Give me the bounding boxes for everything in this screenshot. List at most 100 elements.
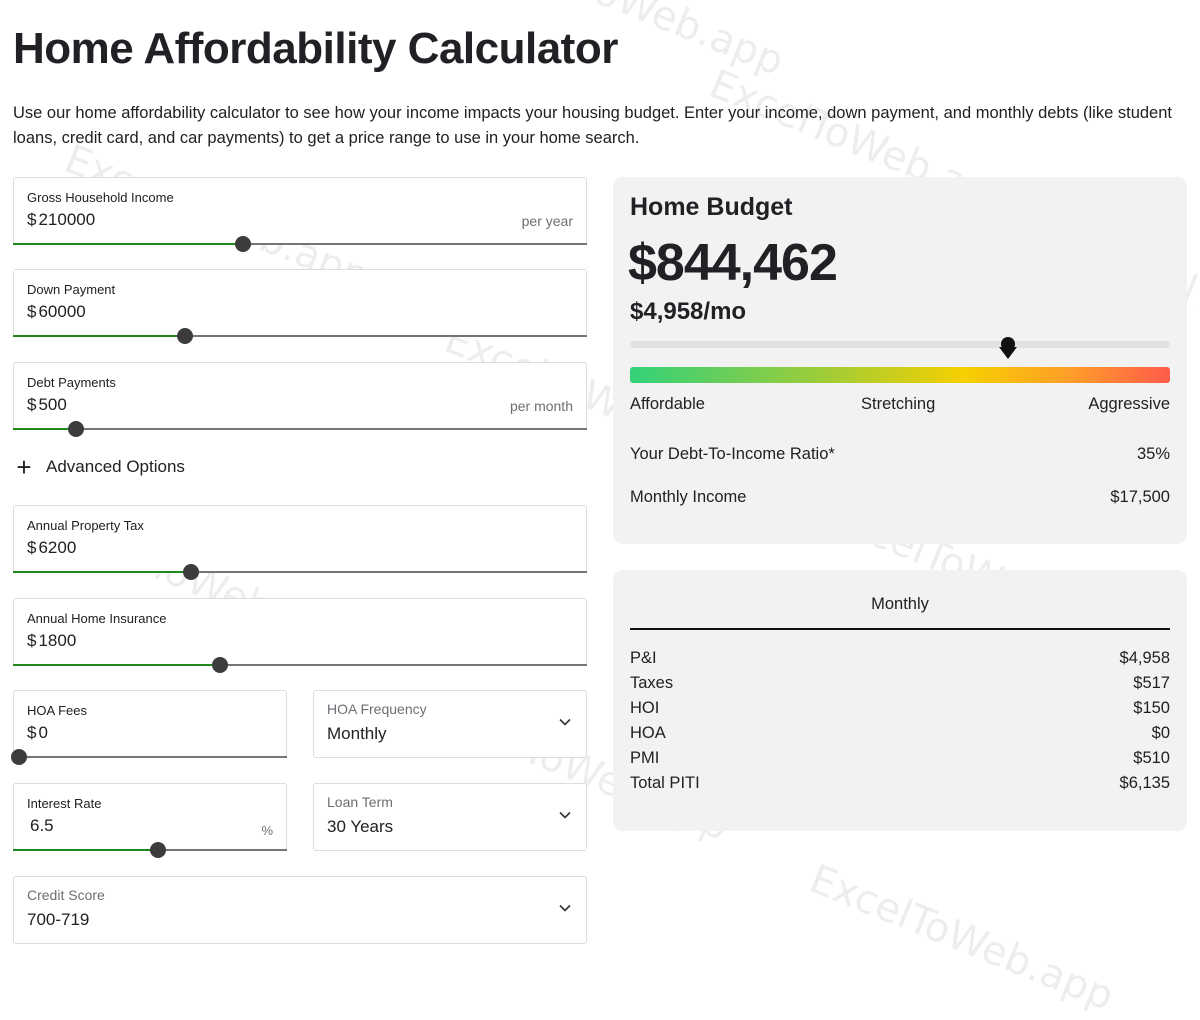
home-insurance-slider[interactable] — [13, 657, 587, 673]
down-payment-input[interactable]: 60000 — [38, 302, 86, 321]
table-row: P&I $4,958 — [630, 649, 1170, 674]
loan-term-label: Loan Term — [327, 794, 393, 810]
credit-score-select[interactable]: Credit Score 700-719 — [13, 876, 587, 944]
monthly-income-label: Monthly Income — [630, 488, 747, 506]
slider-fill — [13, 428, 77, 430]
table-row: PMI $510 — [630, 749, 1170, 774]
slider-thumb[interactable] — [68, 421, 85, 437]
slider-fill — [13, 664, 220, 666]
slider-thumb[interactable] — [177, 328, 194, 344]
row-value: $6,135 — [1119, 774, 1170, 792]
advanced-options-label: Advanced Options — [46, 457, 185, 476]
currency-symbol: $ — [27, 538, 37, 557]
row-label: P&I — [630, 649, 657, 667]
dti-label: Your Debt-To-Income Ratio* — [630, 445, 835, 463]
divider — [630, 628, 1170, 630]
down-payment-label: Down Payment — [27, 282, 116, 297]
plus-icon: + — [16, 452, 32, 482]
row-label: HOI — [630, 699, 660, 717]
currency-symbol: $ — [27, 395, 37, 414]
slider-fill — [13, 849, 159, 851]
credit-score-value: 700-719 — [27, 910, 90, 929]
table-row: HOA $0 — [630, 724, 1170, 749]
interest-rate-field[interactable]: Interest Rate 6.5 % — [13, 783, 287, 858]
table-row: Taxes $517 — [630, 674, 1170, 699]
slider-thumb[interactable] — [211, 657, 228, 673]
slider-thumb[interactable] — [182, 564, 199, 580]
loan-term-select[interactable]: Loan Term 30 Years — [313, 783, 587, 851]
hoa-fees-label: HOA Fees — [27, 703, 87, 718]
chevron-down-icon — [559, 904, 571, 912]
scale-label-affordable: Affordable — [630, 395, 705, 413]
home-budget-panel: Home Budget $844,462 $4,958/mo Affordabl… — [613, 177, 1187, 544]
home-budget-monthly: $4,958/mo — [630, 298, 747, 325]
down-payment-slider[interactable] — [13, 328, 587, 344]
monthly-breakdown-panel: Monthly P&I $4,958 Taxes $517 HOI $150 H… — [613, 570, 1187, 831]
hoa-fees-field[interactable]: HOA Fees $0 — [11, 690, 287, 765]
advanced-options-toggle[interactable]: + Advanced Options — [14, 454, 185, 480]
meter-pointer-icon — [999, 347, 1017, 359]
interest-rate-slider[interactable] — [13, 842, 287, 858]
debt-payments-field[interactable]: Debt Payments $500 per month — [13, 362, 587, 437]
currency-symbol: $ — [27, 210, 37, 229]
currency-symbol: $ — [27, 631, 37, 650]
slider-fill — [13, 571, 191, 573]
slider-fill — [13, 335, 186, 337]
hoa-fees-slider[interactable] — [11, 749, 287, 765]
row-value: $0 — [1151, 724, 1170, 742]
credit-score-label: Credit Score — [27, 887, 105, 903]
gross-income-field[interactable]: Gross Household Income $210000 per year — [13, 177, 587, 252]
watermark: ExcelToWeb.app — [803, 856, 1121, 1020]
table-row: HOI $150 — [630, 699, 1170, 724]
row-label: Taxes — [630, 674, 674, 692]
hoa-frequency-select[interactable]: HOA Frequency Monthly — [313, 690, 587, 758]
debt-payments-input[interactable]: 500 — [38, 395, 67, 414]
home-insurance-field[interactable]: Annual Home Insurance $1800 — [13, 598, 587, 673]
hoa-frequency-label: HOA Frequency — [327, 701, 427, 717]
home-insurance-input[interactable]: 1800 — [38, 631, 77, 650]
table-row: Total PITI $6,135 — [630, 774, 1170, 799]
chevron-down-icon — [559, 718, 571, 726]
currency-symbol: $ — [27, 723, 37, 742]
affordability-gradient-bar — [630, 367, 1170, 383]
property-tax-slider[interactable] — [13, 564, 587, 580]
row-value: $150 — [1133, 699, 1170, 717]
down-payment-field[interactable]: Down Payment $60000 — [13, 269, 587, 344]
slider-fill — [13, 243, 243, 245]
scale-label-aggressive: Aggressive — [1088, 395, 1170, 413]
interest-rate-input[interactable]: 6.5 — [30, 816, 54, 835]
debt-payments-suffix: per month — [509, 398, 573, 414]
row-value: $510 — [1133, 749, 1170, 767]
row-value: $517 — [1133, 674, 1170, 692]
slider-thumb[interactable] — [234, 236, 251, 252]
debt-payments-slider[interactable] — [13, 421, 587, 437]
hoa-fees-input[interactable]: 0 — [38, 723, 48, 742]
row-label: PMI — [630, 749, 660, 767]
row-label: Total PITI — [630, 774, 700, 792]
home-budget-amount: $844,462 — [628, 234, 838, 292]
gross-income-slider[interactable] — [13, 236, 587, 252]
gross-income-suffix: per year — [521, 213, 573, 229]
scale-label-stretching: Stretching — [861, 395, 936, 413]
dti-value: 35% — [1136, 445, 1170, 463]
slider-thumb[interactable] — [150, 842, 167, 858]
gross-income-label: Gross Household Income — [27, 190, 174, 205]
interest-rate-label: Interest Rate — [27, 796, 102, 811]
property-tax-input[interactable]: 6200 — [38, 538, 77, 557]
row-label: HOA — [630, 724, 666, 742]
home-budget-title: Home Budget — [630, 193, 793, 221]
hoa-frequency-value: Monthly — [327, 724, 387, 743]
gross-income-input[interactable]: 210000 — [38, 210, 96, 229]
affordability-meter — [630, 337, 1170, 359]
monthly-breakdown-header: Monthly — [871, 595, 929, 613]
interest-rate-suffix: % — [261, 823, 273, 838]
loan-term-value: 30 Years — [327, 817, 394, 836]
property-tax-field[interactable]: Annual Property Tax $6200 — [13, 505, 587, 580]
property-tax-label: Annual Property Tax — [27, 518, 144, 533]
page-title: Home Affordability Calculator — [13, 24, 618, 73]
chevron-down-icon — [559, 811, 571, 819]
slider-thumb[interactable] — [11, 749, 27, 765]
home-insurance-label: Annual Home Insurance — [27, 611, 167, 626]
intro-text: Use our home affordability calculator to… — [13, 104, 1172, 147]
row-value: $4,958 — [1119, 649, 1170, 667]
